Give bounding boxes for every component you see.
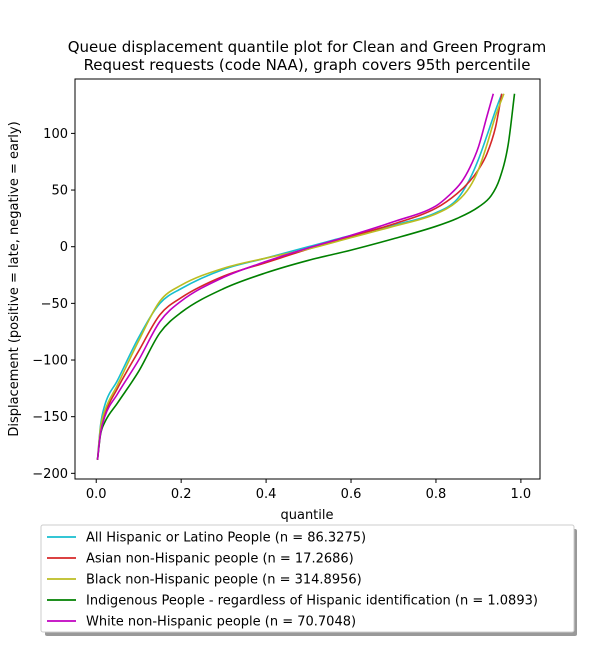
legend-box xyxy=(40,524,575,633)
series-line-3 xyxy=(96,93,505,460)
legend-label-2: Asian non-Hispanic people (n = 17.2686) xyxy=(86,552,354,567)
y-tick-label: 100 xyxy=(43,127,68,142)
x-tick-label: 0.6 xyxy=(341,487,362,502)
y-tick-label: 0 xyxy=(60,240,68,255)
y-tick-label: −200 xyxy=(32,467,68,482)
x-tick-label: 0.4 xyxy=(256,487,277,502)
x-tick-label: 0.2 xyxy=(171,487,192,502)
series-line-1 xyxy=(96,93,503,460)
legend-label-5: White non-Hispanic people (n = 70.7048) xyxy=(86,615,356,630)
chart-title: Queue displacement quantile plot for Cle… xyxy=(68,38,547,74)
y-tick-label: 50 xyxy=(51,184,68,199)
y-axis-label: Displacement (positive = late, negative … xyxy=(7,121,22,436)
plot-area xyxy=(96,93,516,460)
y-axis: −200 −150 −100 −50 0 50 100 xyxy=(32,127,75,482)
series-line-4 xyxy=(96,93,516,460)
chart-title-line-2: Request requests (code NAA), graph cover… xyxy=(84,56,531,74)
series-line-2 xyxy=(96,93,503,460)
legend-entries: All Hispanic or Latino People (n = 86.32… xyxy=(47,531,538,630)
y-tick-label: −150 xyxy=(32,410,68,425)
x-axis: 0.0 0.2 0.4 0.6 0.8 1.0 xyxy=(86,479,531,502)
chart-title-line-1: Queue displacement quantile plot for Cle… xyxy=(68,38,547,56)
legend-label-4: Indigenous People - regardless of Hispan… xyxy=(86,594,538,609)
x-tick-label: 0.0 xyxy=(86,487,107,502)
x-axis-label: quantile xyxy=(280,508,333,523)
x-tick-label: 0.8 xyxy=(426,487,447,502)
legend-label-3: Black non-Hispanic people (n = 314.8956) xyxy=(86,573,362,588)
legend: All Hispanic or Latino People (n = 86.32… xyxy=(40,524,577,636)
legend-label-1: All Hispanic or Latino People (n = 86.32… xyxy=(86,531,366,546)
series-line-5 xyxy=(96,93,495,460)
x-tick-label: 1.0 xyxy=(511,487,532,502)
y-tick-label: −50 xyxy=(41,297,68,312)
plot-frame xyxy=(74,78,541,480)
y-tick-label: −100 xyxy=(32,354,68,369)
